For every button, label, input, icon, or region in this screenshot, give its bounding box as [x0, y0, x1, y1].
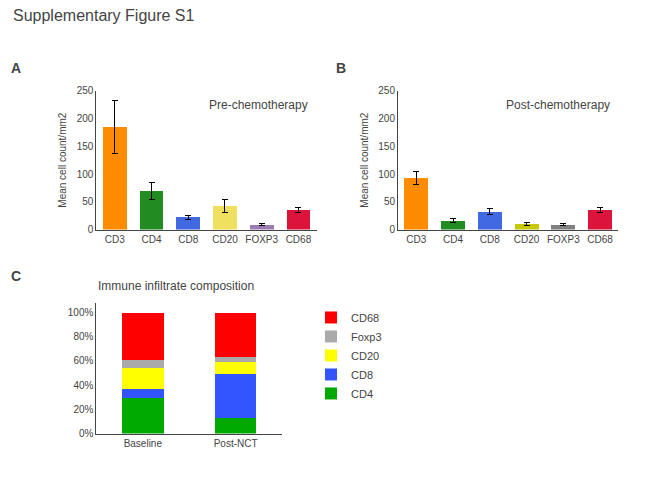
svg-text:CD20: CD20	[514, 234, 540, 245]
svg-text:150: 150	[77, 141, 94, 152]
svg-text:FOXP3: FOXP3	[245, 234, 278, 245]
svg-text:CD8: CD8	[351, 369, 373, 381]
svg-text:Baseline: Baseline	[124, 438, 163, 449]
svg-text:CD4: CD4	[443, 234, 463, 245]
svg-text:CD8: CD8	[480, 234, 500, 245]
svg-text:CD3: CD3	[406, 234, 426, 245]
svg-text:250: 250	[378, 85, 395, 96]
svg-text:Post-NCT: Post-NCT	[214, 438, 258, 449]
svg-text:A: A	[11, 60, 21, 76]
svg-text:CD68: CD68	[286, 234, 312, 245]
svg-text:80%: 80%	[73, 331, 93, 342]
svg-text:CD20: CD20	[351, 350, 379, 362]
svg-text:C: C	[11, 268, 21, 284]
svg-text:20%: 20%	[73, 404, 93, 415]
svg-text:CD20: CD20	[212, 234, 238, 245]
svg-text:60%: 60%	[73, 355, 93, 366]
svg-text:FOXP3: FOXP3	[547, 234, 580, 245]
svg-text:Immune infiltrate composition: Immune infiltrate composition	[98, 279, 254, 293]
svg-text:CD68: CD68	[351, 312, 379, 324]
svg-text:Mean cell count/mm2: Mean cell count/mm2	[359, 112, 370, 207]
svg-text:40%: 40%	[73, 380, 93, 391]
svg-text:Foxp3: Foxp3	[351, 331, 382, 343]
svg-text:CD8: CD8	[178, 234, 198, 245]
svg-text:CD4: CD4	[141, 234, 161, 245]
svg-text:B: B	[336, 60, 346, 76]
svg-text:0: 0	[389, 224, 395, 235]
svg-text:Supplementary Figure S1: Supplementary Figure S1	[13, 7, 195, 24]
svg-text:0: 0	[88, 224, 94, 235]
svg-text:100%: 100%	[68, 307, 94, 318]
svg-text:Mean cell count/mm2: Mean cell count/mm2	[57, 112, 68, 207]
svg-text:0%: 0%	[79, 428, 94, 439]
svg-text:200: 200	[378, 113, 395, 124]
svg-text:100: 100	[378, 169, 395, 180]
svg-text:50: 50	[384, 196, 396, 207]
svg-text:50: 50	[82, 196, 94, 207]
svg-text:100: 100	[77, 169, 94, 180]
svg-text:CD4: CD4	[351, 388, 373, 400]
svg-text:200: 200	[77, 113, 94, 124]
svg-text:250: 250	[77, 85, 94, 96]
svg-text:150: 150	[378, 141, 395, 152]
svg-text:CD3: CD3	[105, 234, 125, 245]
svg-text:Post-chemotherapy: Post-chemotherapy	[506, 98, 610, 112]
svg-text:Pre-chemotherapy: Pre-chemotherapy	[209, 98, 308, 112]
svg-text:CD68: CD68	[587, 234, 613, 245]
